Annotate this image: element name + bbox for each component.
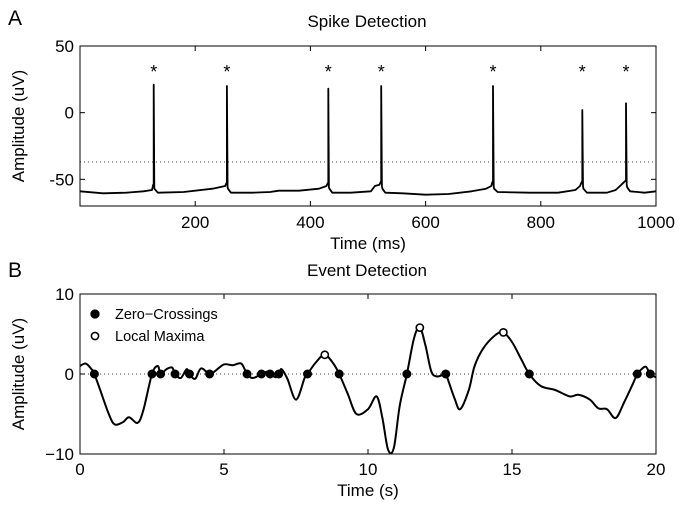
panel-b-title: Event Detection xyxy=(307,261,427,280)
zero-crossing-point-6 xyxy=(205,369,215,379)
panel-a-xtick-label: 200 xyxy=(181,213,209,232)
panel-b-label: B xyxy=(8,259,22,282)
local-maximum-point-1 xyxy=(320,350,330,360)
panel-a-ytick-label: 0 xyxy=(65,104,74,123)
zero-crossing-point-16 xyxy=(632,369,642,379)
zero-crossing-point-1 xyxy=(89,369,99,379)
panel-b-signal-trace xyxy=(79,326,657,455)
zero-crossing-point-9 xyxy=(265,369,275,379)
zero-crossing-point-13 xyxy=(402,369,412,379)
panel-a-ytick-label: -50 xyxy=(49,170,74,189)
legend-zero-crossings-label: Zero−Crossings xyxy=(115,307,218,323)
legend-zero-crossing-marker xyxy=(90,309,100,319)
zero-crossing-point-7 xyxy=(242,369,252,379)
panel-b-axes-box xyxy=(79,293,657,455)
panel-b-xtick-label: 0 xyxy=(75,460,84,479)
panel-b-xtick-label: 20 xyxy=(647,460,666,479)
legend-local-maxima-marker xyxy=(90,331,100,341)
panel-a-ytick-label: 50 xyxy=(55,37,74,56)
local-maximum-point-2 xyxy=(415,323,425,332)
panel-b-xtick-label: 5 xyxy=(219,460,228,479)
panel-b-ytick-label: −10 xyxy=(45,445,74,464)
zero-crossing-point-4 xyxy=(170,369,180,379)
zero-crossing-point-2 xyxy=(147,369,157,379)
panel-b-ytick-label: 0 xyxy=(65,365,74,384)
zero-crossing-point-3 xyxy=(156,369,166,379)
spike-marker-1: * xyxy=(150,62,157,82)
zero-crossing-point-5 xyxy=(184,369,194,379)
spike-marker-4: * xyxy=(378,62,385,82)
spike-marker-5: * xyxy=(489,62,496,82)
spike-marker-2: * xyxy=(223,62,230,82)
local-maximum-point-3 xyxy=(498,327,508,337)
panel-b-legend: Zero−Crossings Local Maxima xyxy=(90,307,218,345)
panel-a-xlabel: Time (ms) xyxy=(330,234,406,253)
panel-a-xtick-label: 1000 xyxy=(637,213,675,232)
panel-a-voltage-trace xyxy=(79,83,657,196)
legend-local-maxima-label: Local Maxima xyxy=(115,329,205,345)
panel-b-xtick-label: 15 xyxy=(503,460,522,479)
zero-crossing-point-15 xyxy=(524,369,534,379)
panel-b-ylabel: Amplitude (uV) xyxy=(9,318,28,430)
panel-b-xtick-label: 10 xyxy=(359,460,378,479)
panel-a-xtick-label: 800 xyxy=(527,213,555,232)
panel-b-ytick-label: 10 xyxy=(55,285,74,304)
panel-a-plot-area: * * * * * * * 200 400 600 800 1000 50 0 -50 xyxy=(49,37,674,232)
panel-a-title: Spike Detection xyxy=(307,12,426,31)
zero-crossing-point-12 xyxy=(334,369,344,379)
zero-crossing-point-8 xyxy=(256,369,266,379)
panel-a-xtick-label: 600 xyxy=(411,213,439,232)
spike-marker-3: * xyxy=(325,62,332,82)
panel-b-xlabel: Time (s) xyxy=(337,481,399,500)
panel-a-axes-box xyxy=(79,45,657,207)
zero-crossing-point-11 xyxy=(303,369,313,379)
panel-a-label: A xyxy=(8,7,22,30)
zero-crossing-point-10 xyxy=(274,369,284,379)
panel-a-ylabel: Amplitude (uV) xyxy=(9,70,28,182)
spike-marker-6: * xyxy=(579,62,586,82)
zero-crossing-point-14 xyxy=(441,369,451,379)
panel-a-xtick-label: 400 xyxy=(296,213,324,232)
spike-marker-7: * xyxy=(623,62,630,82)
